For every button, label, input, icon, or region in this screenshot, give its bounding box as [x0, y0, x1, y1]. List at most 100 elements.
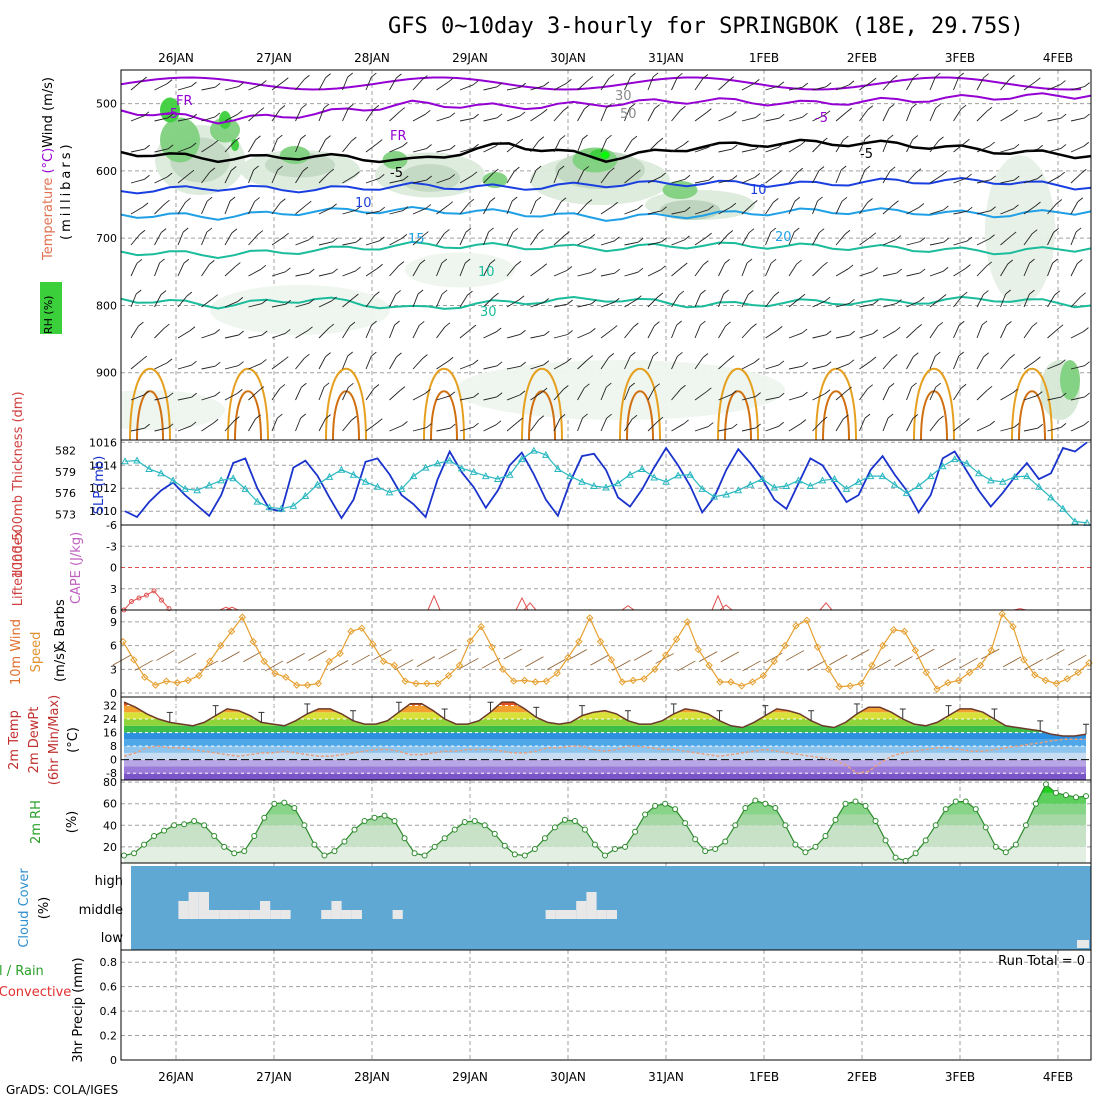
wind-barb-flag [379, 236, 385, 242]
wind-barb [859, 333, 873, 339]
wind-barb [130, 325, 139, 339]
wind-barb [224, 334, 239, 339]
wind-barb [459, 147, 474, 153]
wind-barb-flag [1053, 228, 1059, 233]
wind-barb [624, 173, 636, 184]
thickness-marker [193, 486, 201, 494]
wind-barb [953, 295, 963, 308]
rh-marker [682, 820, 689, 827]
wind-barb [600, 329, 613, 339]
wind-barb [1070, 117, 1085, 122]
wind-barb [976, 179, 991, 184]
wind-barb-flag [683, 419, 689, 425]
wind-barb [835, 418, 844, 432]
wind-barb-flag [657, 416, 664, 422]
rh-marker [702, 848, 709, 855]
wind-barb [177, 231, 184, 246]
wind-barb-flag [401, 234, 408, 239]
wind-barb [929, 326, 939, 339]
wind-barb-flag [986, 261, 992, 267]
wind-barb [459, 396, 474, 401]
rh-shade [985, 155, 1055, 305]
thickness-marker [265, 503, 274, 511]
wind-barb-flag [260, 264, 267, 270]
thickness-marker [409, 472, 418, 480]
wind-barb [295, 417, 302, 432]
rh-marker [642, 811, 649, 818]
wind-barb-flag [755, 392, 761, 397]
wind-barb [271, 109, 281, 122]
wind-barb-flag [402, 421, 408, 426]
wind-barb [765, 85, 780, 91]
wind-barb [929, 140, 939, 153]
wind-barb [882, 417, 889, 432]
wind-barb-flag [1037, 144, 1044, 150]
wind-barb [248, 234, 259, 246]
wind-barb [765, 117, 780, 122]
warm-contour [227, 367, 269, 440]
wind-barb [906, 272, 921, 277]
wind-barb-flag [989, 420, 995, 426]
wind-barb-flag [935, 382, 941, 388]
wind-barb [647, 269, 661, 277]
wind-barb-flag [1084, 113, 1090, 119]
wind-barb [342, 108, 349, 122]
wind-barb [365, 267, 378, 277]
contour-label: 50 [620, 107, 637, 122]
wind-barb [812, 114, 826, 122]
lifted-index-marker [144, 592, 149, 598]
wind-barb [553, 334, 568, 339]
rh-marker [321, 852, 328, 859]
wind-barb [577, 387, 585, 401]
wind-speed-marker [1020, 656, 1028, 664]
rh-marker [481, 822, 488, 829]
wind-barb [459, 262, 466, 277]
thickness-marker [998, 477, 1007, 485]
thickness-marker [626, 470, 634, 478]
wind-barb-flag [1080, 292, 1086, 298]
wind-barb [506, 333, 521, 339]
wind-barb [154, 148, 169, 153]
wind-barb-flag [167, 113, 174, 119]
wind-speed-marker [455, 661, 464, 670]
wind-barb [224, 200, 231, 215]
thickness-marker [722, 490, 731, 498]
wind-barb-flag [470, 324, 477, 330]
wind-barb-flag [636, 295, 642, 301]
wind-barb [1095, 232, 1100, 245]
wind-barb-flag [964, 417, 970, 423]
wind-barb-flag [747, 290, 754, 295]
wind-tick-label: 0 [110, 687, 117, 700]
wind-barb [1047, 426, 1062, 432]
thickness-marker [782, 481, 791, 490]
wind-barb [788, 201, 796, 215]
wind-barb [436, 293, 443, 308]
wind-barb-flag [911, 382, 917, 388]
wind-barb [248, 418, 256, 432]
wind-barb-flag [425, 109, 431, 115]
wind-barb [647, 141, 659, 153]
wind-barb-flag [277, 413, 283, 419]
thickness-marker [337, 465, 346, 473]
wind-barb [741, 83, 755, 91]
wind-speed-marker [857, 679, 865, 688]
wind-barb [694, 391, 707, 401]
wind-barb-flag [471, 171, 478, 177]
rh-marker [1042, 781, 1049, 788]
wind10m-barb [221, 651, 240, 663]
wind-barb [459, 202, 470, 215]
cloud-middle-bar [351, 910, 362, 919]
wind-barb [859, 388, 869, 401]
wind-barb [295, 387, 302, 401]
wind-barb-flag [1083, 327, 1089, 332]
rh-colorkey [40, 282, 62, 334]
wind-barb [365, 388, 375, 401]
wind-barb [506, 170, 515, 184]
wind-barb [1070, 424, 1084, 432]
wind-barb [953, 355, 960, 370]
wind-speed-marker [249, 637, 257, 646]
wind-barb [671, 423, 684, 432]
wind-barb-flag [253, 165, 259, 171]
rh-marker [1072, 794, 1079, 801]
wind-barb [1023, 395, 1038, 401]
